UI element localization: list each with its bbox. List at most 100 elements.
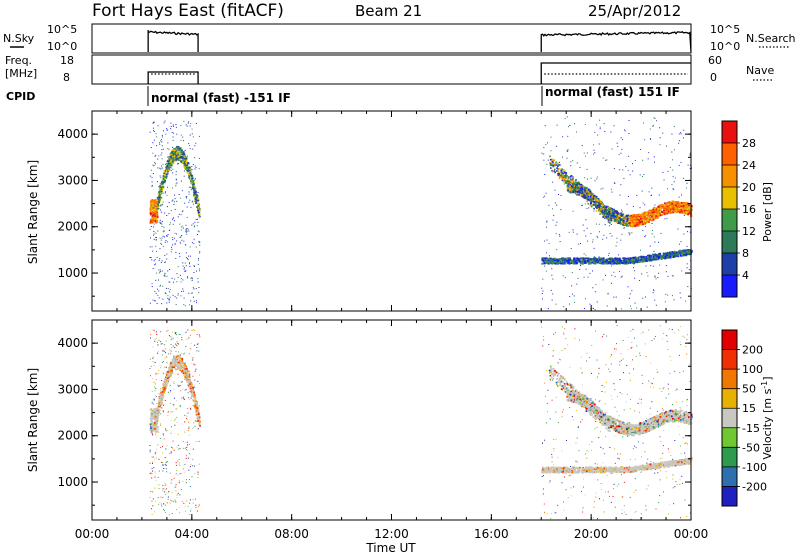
echo-point: [168, 299, 170, 301]
echo-point: [595, 195, 598, 198]
echo-point: [552, 164, 554, 167]
echo-point: [166, 165, 169, 167]
echo-point: [151, 286, 153, 288]
echo-point: [614, 211, 617, 214]
echo-point: [190, 180, 193, 183]
nsky-label: N.Sky: [3, 32, 35, 45]
echo-point: [666, 208, 669, 211]
echo-point: [189, 166, 191, 169]
echo-point: [165, 191, 167, 193]
echo-point: [553, 261, 556, 264]
echo-point: [634, 256, 637, 259]
echo-point: [158, 193, 161, 195]
echo-point: [162, 187, 164, 189]
echo-point: [559, 235, 561, 237]
echo-point: [155, 214, 157, 217]
echo-point: [185, 231, 187, 233]
echo-point: [689, 155, 691, 157]
echo-point: [154, 211, 156, 214]
echo-point: [152, 358, 154, 360]
echo-point: [663, 254, 666, 256]
echo-point: [634, 302, 636, 304]
echo-point: [600, 203, 602, 205]
echo-point: [638, 215, 640, 218]
echo-point: [177, 461, 179, 463]
echo-point: [175, 464, 177, 466]
echo-point: [553, 215, 555, 217]
echo-point: [676, 210, 679, 213]
echo-point: [194, 199, 197, 202]
echo-point: [156, 214, 159, 217]
noise-tick-high-left: 10^5: [47, 23, 77, 36]
echo-point: [579, 260, 582, 263]
echo-point: [566, 150, 568, 152]
echo-point: [153, 234, 155, 236]
echo-point: [568, 259, 571, 262]
echo-point: [165, 428, 167, 430]
echo-point: [199, 244, 201, 246]
echo-point: [572, 191, 575, 193]
echo-point: [563, 177, 566, 180]
echo-point: [659, 208, 662, 211]
echo-point: [561, 179, 564, 182]
echo-point: [566, 182, 568, 184]
echo-point: [176, 133, 178, 135]
echo-point: [636, 258, 639, 260]
echo-point: [181, 367, 183, 369]
echo-point: [162, 245, 164, 247]
echo-point: [645, 296, 647, 298]
echo-point: [587, 191, 590, 193]
echo-point: [593, 202, 596, 205]
echo-point: [585, 196, 588, 198]
echo-point: [658, 194, 660, 196]
echo-point: [164, 212, 166, 214]
echo-point: [642, 202, 644, 204]
echo-point: [151, 283, 153, 285]
echo-point: [152, 250, 154, 252]
echo-point: [685, 252, 688, 255]
echo-point: [619, 215, 622, 218]
echo-point: [660, 255, 663, 257]
echo-point: [562, 257, 565, 260]
echo-point: [543, 159, 545, 161]
echo-point: [160, 367, 162, 369]
echo-point: [679, 140, 681, 142]
echo-point: [676, 254, 679, 257]
echo-point: [192, 357, 194, 359]
echo-point: [672, 206, 675, 208]
echo-point: [678, 142, 680, 144]
echo-point: [166, 461, 168, 463]
echo-point: [650, 265, 652, 267]
echo-point: [198, 157, 200, 159]
echo-point: [163, 175, 166, 178]
echo-point: [179, 405, 181, 407]
echo-point: [165, 287, 167, 289]
echo-point: [197, 380, 199, 382]
echo-point: [572, 185, 574, 187]
echo-point: [180, 236, 182, 238]
echo-point: [175, 126, 177, 128]
echo-point: [580, 265, 582, 267]
echo-point: [681, 270, 683, 272]
echo-point: [158, 488, 160, 490]
echo-point: [619, 194, 621, 196]
echo-point: [191, 224, 193, 226]
echo-point: [155, 331, 157, 333]
echo-point: [690, 251, 693, 253]
echo-point: [166, 168, 169, 170]
echo-point: [644, 204, 646, 206]
echo-point: [599, 205, 602, 207]
echo-point: [553, 162, 555, 165]
echo-point: [198, 214, 200, 217]
echo-point: [653, 209, 656, 212]
echo-point: [626, 203, 628, 205]
echo-point: [649, 139, 651, 141]
echo-point: [669, 206, 671, 208]
echo-point: [157, 352, 159, 354]
echo-point: [194, 364, 196, 366]
echo-point: [652, 229, 654, 231]
echo-point: [176, 416, 178, 418]
echo-point: [636, 223, 639, 226]
echo-point: [150, 365, 152, 367]
echo-point: [150, 200, 152, 203]
